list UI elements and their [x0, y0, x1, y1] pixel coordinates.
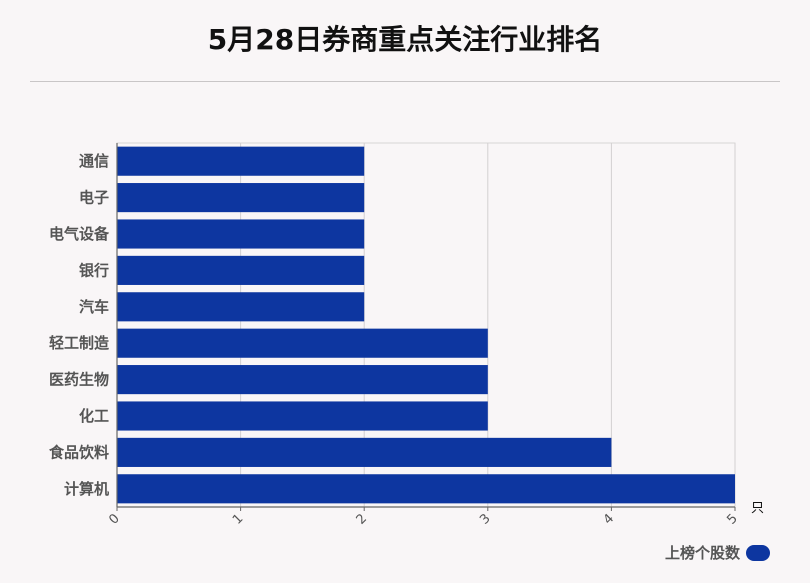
title-divider [30, 81, 780, 82]
bar-8 [117, 401, 488, 431]
bar-1 [117, 146, 365, 176]
category-label-6: 轻工制造 [49, 334, 109, 352]
legend[interactable]: 上榜个股数 [665, 542, 770, 563]
legend-swatch [746, 544, 770, 561]
x-tick-label-5: 5 [724, 511, 740, 527]
category-label-7: 医药生物 [49, 371, 109, 389]
legend-label: 上榜个股数 [664, 544, 740, 562]
bar-10 [117, 474, 735, 504]
category-label-10: 计算机 [64, 480, 109, 498]
bar-6 [117, 328, 488, 358]
category-label-4: 银行 [79, 261, 109, 279]
x-tick-label-1: 1 [230, 511, 246, 527]
category-label-5: 汽车 [79, 298, 109, 316]
bar-3 [117, 219, 365, 249]
category-label-8: 化工 [79, 407, 109, 425]
chart-title: 5月28日券商重点关注行业排名 [207, 23, 603, 56]
x-tick-label-3: 3 [477, 511, 493, 527]
x-tick-label-0: 0 [106, 511, 122, 527]
bar-7 [117, 365, 488, 395]
x-tick-label-4: 4 [601, 511, 617, 527]
bar-9 [117, 437, 612, 467]
category-label-9: 食品饮料 [49, 443, 109, 461]
category-label-3: 电气设备 [49, 225, 110, 243]
x-tick-label-2: 2 [354, 511, 370, 527]
bar-5 [117, 292, 365, 322]
bar-2 [117, 183, 365, 213]
category-label-2: 电子 [79, 189, 109, 207]
x-unit-label: 只 [751, 501, 764, 516]
bar-4 [117, 255, 365, 285]
category-label-1: 通信 [79, 152, 109, 170]
